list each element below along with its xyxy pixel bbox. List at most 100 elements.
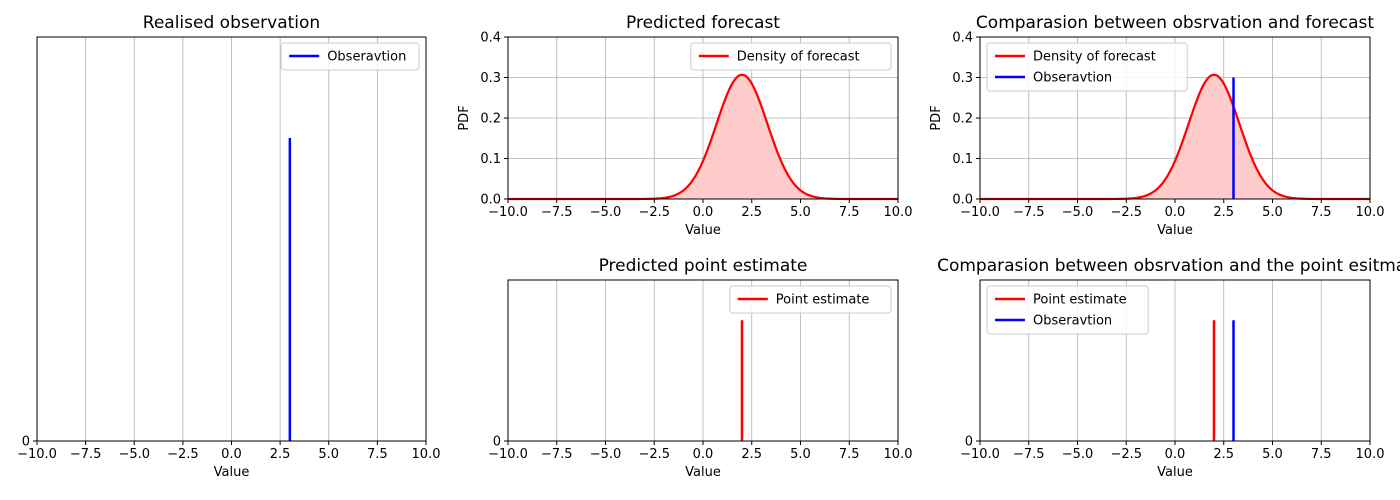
x-tick-label: 10.0 xyxy=(1356,447,1385,462)
legend-box xyxy=(690,42,892,71)
y-tick-label: 0.0 xyxy=(952,193,973,208)
y-tick-label: 0.4 xyxy=(480,31,501,46)
x-axis-label: Value xyxy=(1157,223,1193,238)
x-tick-label: 5.0 xyxy=(318,447,339,462)
x-tick-label: −2.5 xyxy=(638,205,670,220)
density-fill xyxy=(980,74,1370,199)
y-axis-label: PDF xyxy=(929,105,944,130)
legend: Point estimate xyxy=(729,285,892,314)
x-ticks: −10.0 −7.5 −5.0 −2.5 0.0 2.5 5.0 7.5 10.0 xyxy=(960,441,1384,462)
y-ticks: 0.0 0.1 0.2 0.3 0.4 xyxy=(952,31,980,208)
x-tick-label: 0.0 xyxy=(1165,447,1186,462)
y-tick-label: 0 xyxy=(22,435,30,450)
x-tick-label: 0.0 xyxy=(693,447,714,462)
x-tick-label: 7.5 xyxy=(367,447,388,462)
legend-box xyxy=(729,285,892,314)
x-tick-label: 10.0 xyxy=(884,205,913,220)
x-ticks: −10.0 −7.5 −5.0 −2.5 0.0 2.5 5.0 7.5 10.0 xyxy=(960,199,1384,220)
legend-label: Obseravtion xyxy=(327,50,406,65)
x-tick-label: 10.0 xyxy=(1356,205,1385,220)
x-tick-label: 5.0 xyxy=(790,447,811,462)
subplot-4: Predicted point estimate −10.0 −7.5 −5.0 −2.… xyxy=(488,256,912,480)
x-axis-label: Value xyxy=(1157,465,1193,480)
x-tick-label: −2.5 xyxy=(638,447,670,462)
y-tick-label: 0.3 xyxy=(952,71,973,86)
legend-label: Point estimate xyxy=(1033,293,1127,308)
x-tick-label: 7.5 xyxy=(1311,205,1332,220)
y-tick-label: 0.2 xyxy=(952,112,973,127)
x-tick-label: 0.0 xyxy=(221,447,242,462)
y-tick-label: 0.4 xyxy=(952,31,973,46)
x-tick-label: −5.0 xyxy=(1062,205,1094,220)
x-ticks: −10.0 −7.5 −5.0 −2.5 0.0 2.5 5.0 7.5 10.0 xyxy=(17,441,440,462)
y-tick-label: 0 xyxy=(965,435,973,450)
subplot-3: Comparasion between obsrvation and forec… xyxy=(929,13,1384,238)
legend-box xyxy=(986,285,1149,335)
x-tick-label: −7.5 xyxy=(1013,205,1045,220)
chart-title: Comparasion between obsrvation and forec… xyxy=(976,13,1374,33)
x-tick-label: −7.5 xyxy=(1013,447,1045,462)
x-axis-label: Value xyxy=(214,465,250,480)
x-tick-label: 5.0 xyxy=(790,205,811,220)
legend: Obseravtion xyxy=(280,42,420,71)
y-tick-label: 0 xyxy=(493,435,501,450)
x-tick-label: 10.0 xyxy=(884,447,913,462)
legend-label: Point estimate xyxy=(776,293,870,308)
subplot-1: Realised observation −10.0 −7.5 −5.0 −2.5 0.0… xyxy=(17,13,440,480)
x-tick-label: −10.0 xyxy=(960,205,1000,220)
y-tick-label: 0.0 xyxy=(480,193,501,208)
y-ticks: 0 xyxy=(965,435,980,450)
y-tick-label: 0.3 xyxy=(480,71,501,86)
x-axis-label: Value xyxy=(685,465,721,480)
subplot-2: Predicted forecast −10.0 −7.5 −5.0 −2.5 0.0 2.… xyxy=(457,13,912,238)
x-tick-label: 5.0 xyxy=(1262,447,1283,462)
x-tick-label: 10.0 xyxy=(412,447,441,462)
x-tick-label: −7.5 xyxy=(541,205,573,220)
chart-title: Comparasion between obsrvation and the p… xyxy=(937,256,1400,276)
y-ticks: 0 xyxy=(493,435,508,450)
x-tick-label: −5.0 xyxy=(590,205,622,220)
y-tick-label: 0.1 xyxy=(480,152,501,167)
x-tick-label: −10.0 xyxy=(17,447,57,462)
x-tick-label: −5.0 xyxy=(590,447,622,462)
x-tick-label: 7.5 xyxy=(839,205,860,220)
y-tick-label: 0.1 xyxy=(952,152,973,167)
x-tick-label: 5.0 xyxy=(1262,205,1283,220)
y-tick-label: 0.2 xyxy=(480,112,501,127)
x-tick-label: −2.5 xyxy=(1110,447,1142,462)
x-tick-label: −7.5 xyxy=(541,447,573,462)
legend-label: Obseravtion xyxy=(1033,314,1112,329)
y-ticks: 0 xyxy=(22,435,37,450)
density-fill xyxy=(508,74,898,199)
x-tick-label: 2.5 xyxy=(1213,205,1234,220)
x-tick-label: 0.0 xyxy=(693,205,714,220)
x-tick-label: −10.0 xyxy=(488,205,528,220)
x-ticks: −10.0 −7.5 −5.0 −2.5 0.0 2.5 5.0 7.5 10.0 xyxy=(488,199,912,220)
subplot-5: Comparasion between obsrvation and the p… xyxy=(937,256,1400,480)
x-tick-label: 2.5 xyxy=(1213,447,1234,462)
x-tick-label: −10.0 xyxy=(488,447,528,462)
y-ticks: 0.0 0.1 0.2 0.3 0.4 xyxy=(480,31,508,208)
x-tick-label: 7.5 xyxy=(839,447,860,462)
x-tick-label: 0.0 xyxy=(1165,205,1186,220)
x-ticks: −10.0 −7.5 −5.0 −2.5 0.0 2.5 5.0 7.5 10.0 xyxy=(488,441,912,462)
chart-title: Predicted forecast xyxy=(626,13,780,33)
x-tick-label: 2.5 xyxy=(741,205,762,220)
chart-title: Realised observation xyxy=(143,13,320,33)
x-tick-label: 7.5 xyxy=(1311,447,1332,462)
legend: Density of forecast Obseravtion xyxy=(986,42,1188,92)
legend: Point estimate Obseravtion xyxy=(986,285,1149,335)
x-axis-label: Value xyxy=(685,223,721,238)
legend-label: Density of forecast xyxy=(1033,50,1156,65)
legend: Density of forecast xyxy=(690,42,892,71)
x-tick-label: 2.5 xyxy=(270,447,291,462)
x-tick-label: −5.0 xyxy=(118,447,150,462)
y-axis-label: PDF xyxy=(457,105,472,130)
chart-title: Predicted point estimate xyxy=(599,256,808,276)
x-tick-label: −10.0 xyxy=(960,447,1000,462)
grid-lines xyxy=(85,37,378,441)
x-tick-label: 2.5 xyxy=(741,447,762,462)
legend-label: Density of forecast xyxy=(737,50,860,65)
x-tick-label: −2.5 xyxy=(167,447,199,462)
